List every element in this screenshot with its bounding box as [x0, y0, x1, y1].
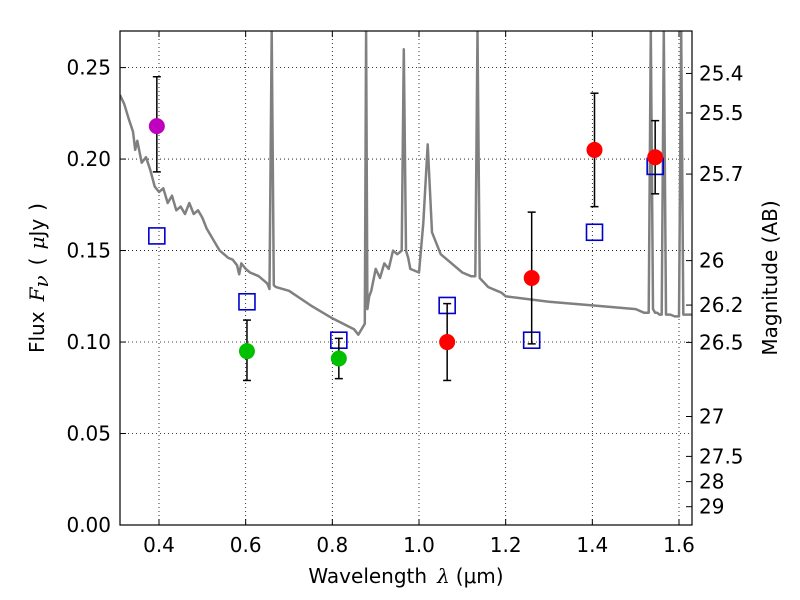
observed-point	[148, 118, 165, 135]
y-tick-label: 0.00	[66, 513, 111, 537]
mag-tick-label: 25.5	[699, 101, 744, 125]
observed-point	[647, 149, 664, 166]
model-point	[148, 227, 166, 245]
x-axis-label-unit: (μm)	[456, 564, 504, 588]
x-axis-label-text: Wavelength	[308, 564, 427, 588]
model-point	[585, 223, 604, 242]
x-tick-label: 1.0	[403, 533, 435, 557]
x-axis-label-symbol: λ	[436, 564, 450, 588]
y-tick-label: 0.25	[66, 56, 111, 80]
observed-point	[330, 350, 347, 367]
model-point	[238, 292, 256, 311]
observed-layer	[148, 75, 664, 382]
plot-frame	[119, 30, 693, 526]
observed-point	[439, 334, 456, 351]
y2-axis-label: Magnitude (AB)	[758, 200, 782, 355]
y-axis-label-unit-symbol: μ	[25, 237, 49, 250]
y-axis-label-unit: Jy	[25, 219, 49, 239]
mag-tick-label: 26.5	[699, 330, 744, 354]
x-tick-label: 0.8	[316, 533, 348, 557]
observed-point	[586, 141, 603, 158]
mag-tick-label: 27	[699, 405, 724, 429]
grid	[120, 31, 692, 526]
y-axis-label-open: (	[25, 258, 49, 266]
mag-tick-label: 29	[699, 495, 724, 519]
y-tick-label: 0.15	[66, 239, 111, 263]
y-tick-label: 0.10	[66, 330, 111, 354]
x-tick-label: 1.2	[490, 533, 522, 557]
mag-tick-label: 25.4	[699, 61, 744, 85]
x-tick-label: 1.6	[663, 533, 695, 557]
x-tick-label: 1.4	[576, 533, 608, 557]
x-tick-label: 0.4	[143, 533, 175, 557]
mag-tick-label: 26	[699, 249, 724, 273]
tick-layer: 0.4 0.6 0.8 1.0 1.2 1.4 1.6 0.00 0.05 0.10 0.15 0.2…	[66, 31, 744, 557]
mag-tick-label: 26.2	[699, 293, 744, 317]
observed-point	[523, 270, 540, 286]
x-axis-label: Wavelength λ (μm)	[308, 564, 503, 588]
y-axis-label-text: Flux	[25, 311, 49, 353]
mag-tick-label: 25.7	[699, 162, 744, 186]
mag-tick-label: 28	[699, 470, 724, 494]
spectrum-layer	[120, 31, 692, 336]
y-axis-label-symbol: F	[25, 286, 49, 302]
y-axis-label-close: )	[25, 203, 49, 211]
y-axis-label-subscript: ν	[29, 275, 53, 287]
y-tick-label: 0.05	[66, 422, 111, 446]
mag-tick-label: 27.5	[699, 444, 744, 468]
x-tick-label: 0.6	[230, 533, 262, 557]
y-tick-label: 0.20	[66, 147, 111, 171]
spectrum-line	[120, 31, 692, 336]
observed-point	[238, 343, 255, 360]
y-axis-label: Flux Fν ( μJy)	[25, 203, 53, 353]
